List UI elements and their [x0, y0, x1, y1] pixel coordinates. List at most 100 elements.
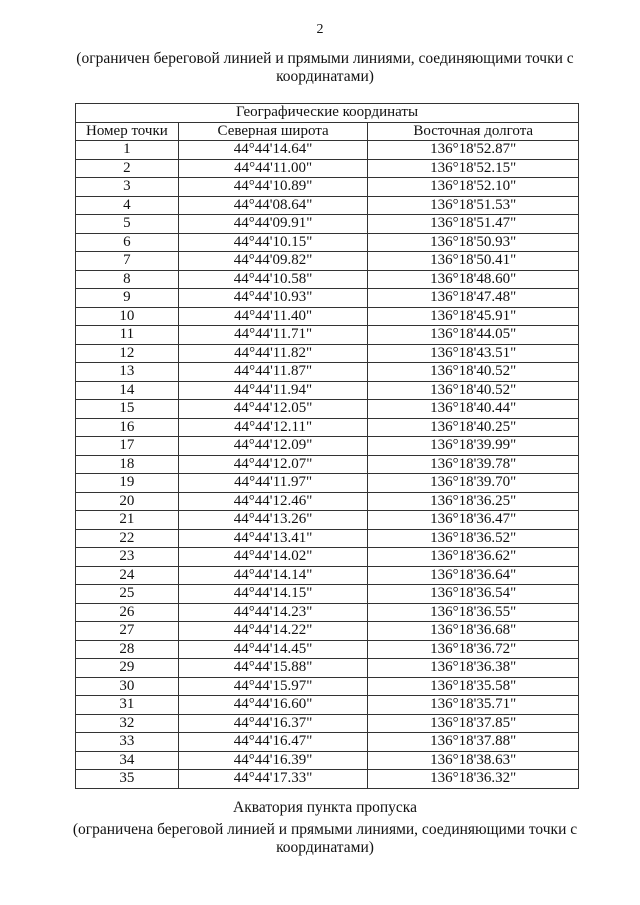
latitude-cell: 44°44'12.11"	[177, 417, 369, 437]
table-row: 25 44°44'14.15" 136°18'36.54"	[75, 584, 579, 604]
table-row: 11 44°44'11.71" 136°18'44.05"	[75, 325, 579, 345]
table-row: 33 44°44'16.47" 136°18'37.88"	[75, 732, 579, 752]
point-number-cell: 25	[75, 584, 179, 604]
longitude-cell: 136°18'36.54"	[367, 584, 579, 604]
table-row: 17 44°44'12.09" 136°18'39.99"	[75, 436, 579, 456]
latitude-cell: 44°44'11.97"	[177, 473, 369, 493]
point-number-cell: 29	[75, 658, 179, 678]
point-number-cell: 21	[75, 510, 179, 530]
longitude-cell: 136°18'39.99"	[367, 436, 579, 456]
section-title: Акватория пункта пропуска	[233, 799, 417, 816]
latitude-cell: 44°44'14.64"	[177, 140, 369, 160]
longitude-cell: 136°18'36.47"	[367, 510, 579, 530]
latitude-cell: 44°44'14.45"	[177, 639, 369, 659]
table-row: 34 44°44'16.39" 136°18'38.63"	[75, 750, 579, 770]
table-row: 35 44°44'17.33" 136°18'36.32"	[75, 769, 579, 789]
latitude-cell: 44°44'12.05"	[177, 399, 369, 419]
latitude-cell: 44°44'12.09"	[177, 436, 369, 456]
table-row: 1 44°44'14.64" 136°18'52.87"	[75, 140, 579, 160]
point-number-cell: 4	[75, 195, 179, 215]
table-row: 8 44°44'10.58" 136°18'48.60"	[75, 269, 579, 289]
page-number: 2	[316, 22, 324, 37]
point-number-cell: 13	[75, 362, 179, 382]
point-number-cell: 9	[75, 288, 179, 308]
latitude-cell: 44°44'08.64"	[177, 195, 369, 215]
latitude-cell: 44°44'11.82"	[177, 343, 369, 363]
longitude-cell: 136°18'48.60"	[367, 269, 579, 289]
longitude-cell: 136°18'50.93"	[367, 232, 579, 252]
point-number-cell: 11	[75, 325, 179, 345]
table-row: 15 44°44'12.05" 136°18'40.44"	[75, 399, 579, 419]
latitude-cell: 44°44'13.41"	[177, 528, 369, 548]
table-row: 27 44°44'14.22" 136°18'36.68"	[75, 621, 579, 641]
latitude-cell: 44°44'11.71"	[177, 325, 369, 345]
table-row: 6 44°44'10.15" 136°18'50.93"	[75, 232, 579, 252]
point-number-cell: 2	[75, 158, 179, 178]
latitude-cell: 44°44'10.58"	[177, 269, 369, 289]
longitude-cell: 136°18'39.70"	[367, 473, 579, 493]
table-row: 14 44°44'11.94" 136°18'40.52"	[75, 380, 579, 400]
latitude-cell: 44°44'11.00"	[177, 158, 369, 178]
longitude-cell: 136°18'36.72"	[367, 639, 579, 659]
longitude-cell: 136°18'36.55"	[367, 602, 579, 622]
point-number-cell: 3	[75, 177, 179, 197]
longitude-cell: 136°18'35.71"	[367, 695, 579, 715]
longitude-cell: 136°18'43.51"	[367, 343, 579, 363]
intro-text: (ограничен береговой линией и прямыми ли…	[76, 50, 574, 85]
table-row: 19 44°44'11.97" 136°18'39.70"	[75, 473, 579, 493]
group-header: Географические координаты	[75, 103, 579, 123]
longitude-cell: 136°18'52.87"	[367, 140, 579, 160]
table-row: 26 44°44'14.23" 136°18'36.55"	[75, 602, 579, 622]
longitude-cell: 136°18'37.88"	[367, 732, 579, 752]
latitude-cell: 44°44'16.39"	[177, 750, 369, 770]
table-row: 10 44°44'11.40" 136°18'45.91"	[75, 306, 579, 326]
longitude-cell: 136°18'40.25"	[367, 417, 579, 437]
longitude-cell: 136°18'36.32"	[367, 769, 579, 789]
point-number-cell: 22	[75, 528, 179, 548]
latitude-cell: 44°44'14.14"	[177, 565, 369, 585]
point-number-cell: 24	[75, 565, 179, 585]
point-number-cell: 7	[75, 251, 179, 271]
latitude-cell: 44°44'15.97"	[177, 676, 369, 696]
point-number-cell: 30	[75, 676, 179, 696]
table-row: 30 44°44'15.97" 136°18'35.58"	[75, 676, 579, 696]
latitude-cell: 44°44'14.02"	[177, 547, 369, 567]
longitude-cell: 136°18'51.47"	[367, 214, 579, 234]
longitude-cell: 136°18'35.58"	[367, 676, 579, 696]
table-row: 31 44°44'16.60" 136°18'35.71"	[75, 695, 579, 715]
latitude-cell: 44°44'14.22"	[177, 621, 369, 641]
latitude-cell: 44°44'12.46"	[177, 491, 369, 511]
point-number-cell: 19	[75, 473, 179, 493]
longitude-cell: 136°18'51.53"	[367, 195, 579, 215]
longitude-cell: 136°18'36.25"	[367, 491, 579, 511]
latitude-cell: 44°44'10.93"	[177, 288, 369, 308]
longitude-cell: 136°18'47.48"	[367, 288, 579, 308]
column-header-latitude: Северная широта	[177, 121, 369, 141]
table-row: 24 44°44'14.14" 136°18'36.64"	[75, 565, 579, 585]
longitude-cell: 136°18'40.52"	[367, 380, 579, 400]
table-row: 9 44°44'10.93" 136°18'47.48"	[75, 288, 579, 308]
longitude-cell: 136°18'36.62"	[367, 547, 579, 567]
longitude-cell: 136°18'36.68"	[367, 621, 579, 641]
latitude-cell: 44°44'10.15"	[177, 232, 369, 252]
point-number-cell: 35	[75, 769, 179, 789]
point-number-cell: 6	[75, 232, 179, 252]
longitude-cell: 136°18'44.05"	[367, 325, 579, 345]
table-row: 16 44°44'12.11" 136°18'40.25"	[75, 417, 579, 437]
table-row: 2 44°44'11.00" 136°18'52.15"	[75, 158, 579, 178]
longitude-cell: 136°18'52.10"	[367, 177, 579, 197]
table-row: 13 44°44'11.87" 136°18'40.52"	[75, 362, 579, 382]
point-number-cell: 27	[75, 621, 179, 641]
latitude-cell: 44°44'09.82"	[177, 251, 369, 271]
table-row: 32 44°44'16.37" 136°18'37.85"	[75, 713, 579, 733]
latitude-cell: 44°44'17.33"	[177, 769, 369, 789]
coordinates-table: Географические координаты Номер точки Се…	[75, 103, 579, 789]
point-number-cell: 17	[75, 436, 179, 456]
point-number-cell: 20	[75, 491, 179, 511]
section-text: (ограничена береговой линией и прямыми л…	[72, 821, 578, 856]
point-number-cell: 33	[75, 732, 179, 752]
longitude-cell: 136°18'52.15"	[367, 158, 579, 178]
table-row: 29 44°44'15.88" 136°18'36.38"	[75, 658, 579, 678]
table-row: 5 44°44'09.91" 136°18'51.47"	[75, 214, 579, 234]
latitude-cell: 44°44'11.94"	[177, 380, 369, 400]
